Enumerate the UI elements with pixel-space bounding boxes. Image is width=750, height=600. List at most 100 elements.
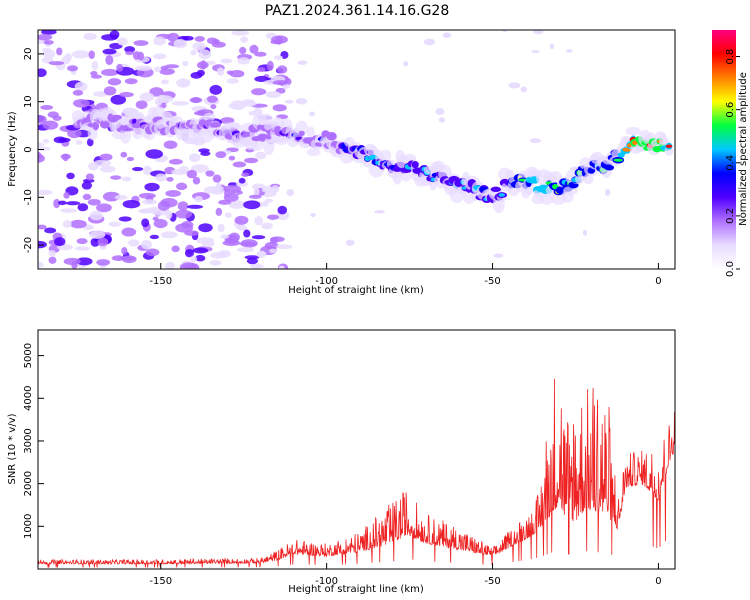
- spectrogram-cell: [151, 105, 166, 121]
- spectrogram-cell: [540, 194, 553, 205]
- spectrogram-cell: [276, 244, 293, 250]
- spectrogram-cell: [127, 239, 140, 247]
- spectrogram-cell: [251, 88, 267, 96]
- spectrogram-cell: [223, 184, 242, 194]
- spectrogram-cell: [57, 200, 67, 206]
- spectrogram-cell: [215, 182, 222, 192]
- spectrogram-cell: [164, 261, 176, 269]
- spectrogram-cell: [38, 115, 47, 124]
- spectrogram-cell: [435, 108, 445, 115]
- spectrogram-cell: [243, 229, 251, 238]
- spectrogram-cell: [203, 186, 219, 194]
- y-tick-label: 3000: [23, 428, 34, 453]
- spectrogram-cell: [195, 254, 206, 262]
- spectrogram-cell: [212, 174, 222, 183]
- spectrogram-cell: [188, 153, 201, 163]
- spectrogram-cell: [255, 151, 267, 160]
- spectrogram-cell: [604, 164, 615, 171]
- spectrogram-cell: [190, 49, 197, 56]
- spectrogram-cell: [108, 221, 121, 227]
- spectrogram-cell: [240, 36, 248, 43]
- spectrogram-cell: [198, 49, 212, 60]
- snr-y-label: SNR (10 * v/v): [7, 413, 18, 484]
- spectrogram-cell: [201, 240, 215, 248]
- spectrogram-cell: [205, 170, 215, 177]
- spectrogram-cell: [310, 212, 316, 218]
- spectrogram-cell: [63, 192, 70, 199]
- y-tick-label: 2000: [23, 471, 34, 496]
- spectrogram-cell: [613, 158, 624, 162]
- spectrogram-cell: [38, 68, 47, 77]
- spectrogram-cell: [228, 200, 245, 209]
- spectrogram-cell: [93, 159, 112, 167]
- spectrogram-cell: [345, 239, 355, 246]
- spectrogram-cell: [132, 51, 141, 60]
- spectrogram-cell: [74, 246, 91, 251]
- spectrogram-cell: [297, 60, 308, 65]
- spectrogram-cell: [83, 32, 97, 41]
- spectrogram-cell: [286, 189, 295, 196]
- spectrogram-cell: [89, 210, 104, 221]
- spectrogram-cell: [194, 36, 205, 42]
- spectrogram-cell: [132, 166, 144, 172]
- spectrogram-cell: [116, 63, 124, 72]
- y-tick-label: 1000: [23, 514, 34, 539]
- spectrogram-cell: [41, 47, 52, 53]
- spectrogram-cell: [179, 165, 189, 173]
- spectrogram-cell: [152, 216, 159, 221]
- spectrogram-cell: [374, 209, 385, 214]
- snr-x-axis: -150 -100 -50 0: [149, 563, 662, 587]
- spectrogram-cell: [97, 237, 109, 247]
- spectrogram-cell: [228, 103, 241, 109]
- colorbar-tick-label: 0.4: [725, 155, 736, 171]
- colorbar-tick-label: 0.2: [725, 208, 736, 224]
- y-tick-label: -10: [23, 189, 34, 205]
- spectrogram-cell: [423, 38, 436, 46]
- spectrogram-cell: [141, 239, 152, 250]
- spectrogram-cell: [215, 151, 227, 159]
- spectrogram-cell: [72, 89, 84, 96]
- spectrogram-cell: [217, 223, 225, 233]
- spectrogram-cell: [182, 60, 189, 67]
- spectrogram-cell: [256, 67, 266, 73]
- spectrogram-cell: [508, 82, 521, 89]
- spectrogram-cell: [270, 39, 283, 45]
- y-tick-label: 20: [23, 48, 34, 61]
- spectrogram-cell: [533, 30, 544, 35]
- spectrogram-cell: [38, 146, 51, 151]
- spectrogram-cell: [90, 71, 98, 77]
- spectrogram-cell: [223, 192, 239, 202]
- spectrogram-cell: [261, 222, 274, 230]
- spectrogram-cell: [278, 265, 285, 269]
- spectrogram-cell: [192, 176, 201, 185]
- x-tick-label: -50: [484, 276, 500, 287]
- spectrogram-cell: [217, 249, 231, 258]
- spectrogram-cell: [265, 91, 281, 99]
- colorbar-tick-label: 0.8: [725, 49, 736, 65]
- spectrogram-y-axis: -20 -10 0 10 20: [23, 48, 44, 253]
- spectrogram-cell: [237, 247, 255, 253]
- spectrogram-cell: [142, 165, 152, 176]
- spectrogram-cell: [177, 201, 189, 211]
- spectrogram-cell: [153, 218, 168, 229]
- spectrogram-cell: [206, 95, 218, 103]
- spectrogram-cell: [226, 70, 234, 75]
- spectrogram-cell: [157, 200, 171, 211]
- spectrogram-cell: [438, 117, 446, 123]
- spectrogram-cell: [192, 247, 209, 254]
- spectrogram-cell: [241, 172, 250, 177]
- spectrogram-cell: [326, 131, 337, 141]
- spectrogram-cell: [153, 66, 162, 73]
- spectrogram-cell: [86, 138, 94, 147]
- spectrogram-cell: [306, 126, 315, 139]
- spectrogram-cell: [42, 120, 59, 130]
- spectrogram-cell: [77, 203, 89, 212]
- spectrogram-cell: [107, 78, 122, 86]
- spectrogram-cell: [134, 65, 152, 71]
- spectrogram-cell: [38, 262, 44, 268]
- spectrogram-cell: [198, 223, 213, 233]
- spectrogram-cell: [186, 204, 204, 209]
- spectrogram-cell: [125, 51, 134, 56]
- spectrogram-cell: [66, 172, 75, 180]
